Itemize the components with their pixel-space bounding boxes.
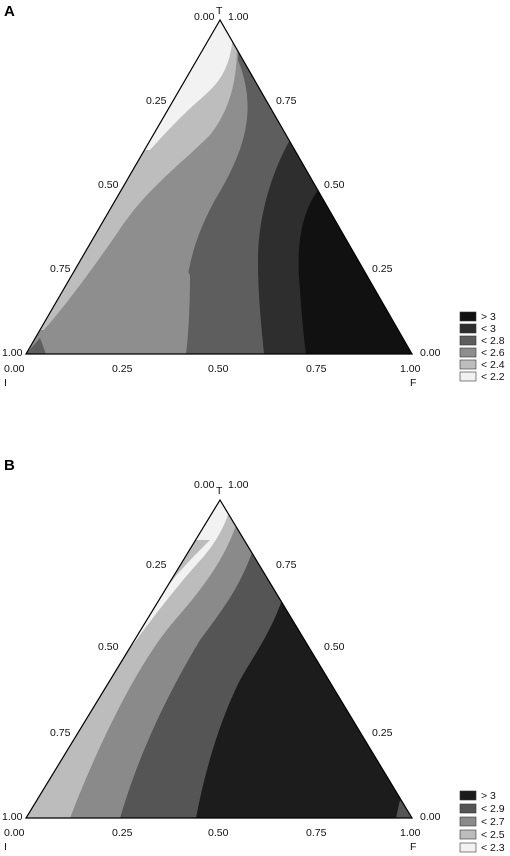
panel-b-legend-label-2: < 2.7: [481, 816, 505, 828]
panel-a-triangle: [24, 18, 414, 355]
panel-a-right-tick-4: 0.00: [420, 347, 441, 359]
panel-b-legend-swatch-4: [459, 842, 477, 853]
panel-b-legend-label-3: < 2.5: [481, 829, 505, 841]
panel-b-legend-swatch-0: [459, 790, 477, 801]
panel-a-legend-swatch-0: [459, 311, 477, 322]
panel-b: B T I F 0.00 0.25 0.50 0.75: [2, 457, 505, 854]
panel-a-right-tick-1: 0.75: [276, 95, 297, 107]
panel-b-bottom-tick-2: 0.50: [208, 827, 229, 839]
panel-b-right-tick-4: 0.00: [420, 811, 441, 823]
panel-b-left-tick-3: 0.75: [50, 727, 71, 739]
panel-b-vertex-top: T: [216, 485, 223, 497]
panel-b-left-tick-2: 0.50: [98, 641, 119, 653]
panel-b-label: B: [4, 457, 15, 474]
panel-a: A T I F 0.00 0.25 0.50 0.: [2, 3, 505, 389]
panel-a-legend-label-3: < 2.6: [481, 347, 505, 359]
panel-b-left-tick-1: 0.25: [146, 559, 167, 571]
panel-a-bottom-tick-1: 0.25: [112, 363, 133, 375]
panel-a-legend: > 3 < 3 < 2.8 < 2.6 < 2.4 < 2.2: [459, 311, 505, 383]
panel-a-legend-swatch-3: [459, 347, 477, 358]
panel-b-left-tick-0: 0.00: [194, 479, 215, 491]
panel-b-triangle: [24, 498, 414, 819]
panel-b-left-tick-4: 1.00: [2, 811, 23, 823]
panel-b-bottom-tick-4: 1.00: [400, 827, 421, 839]
panel-b-vertex-left: I: [4, 841, 7, 853]
panel-a-right-tick-3: 0.25: [372, 263, 393, 275]
panel-a-bottom-tick-3: 0.75: [306, 363, 327, 375]
panel-a-legend-swatch-4: [459, 359, 477, 370]
panel-b-contour-corner: [396, 800, 412, 818]
panel-b-legend-label-0: > 3: [481, 790, 496, 802]
panel-b-legend-label-4: < 2.3: [481, 842, 505, 854]
panel-b-legend-label-1: < 2.9: [481, 803, 505, 815]
panel-a-vertex-right: F: [410, 377, 416, 389]
panel-a-bottom-tick-2: 0.50: [208, 363, 229, 375]
panel-a-bottom-tick-4: 1.00: [400, 363, 421, 375]
panel-a-contour-lt-2-6-patch: [26, 245, 190, 354]
panel-b-bottom-tick-3: 0.75: [306, 827, 327, 839]
panel-a-legend-swatch-1: [459, 323, 477, 334]
panel-a-legend-label-1: < 3: [481, 323, 496, 335]
panel-b-legend: > 3 < 2.9 < 2.7 < 2.5 < 2.3: [459, 790, 505, 854]
panel-b-legend-swatch-2: [459, 816, 477, 827]
panel-a-label: A: [4, 3, 15, 20]
panel-b-legend-swatch-3: [459, 829, 477, 840]
panel-a-legend-label-4: < 2.4: [481, 359, 505, 371]
panel-a-left-tick-3: 0.75: [50, 263, 71, 275]
panel-b-contours: [26, 500, 412, 818]
panel-a-vertex-top: T: [216, 5, 223, 17]
panel-b-bottom-tick-1: 0.25: [112, 827, 133, 839]
panel-a-left-tick-1: 0.25: [146, 95, 167, 107]
panel-a-legend-label-5: < 2.2: [481, 371, 505, 383]
panel-b-right-tick-1: 0.75: [276, 559, 297, 571]
panel-a-right-tick-0: 1.00: [228, 11, 249, 23]
panel-a-left-tick-2: 0.50: [98, 179, 119, 191]
panel-a-left-tick-4: 1.00: [2, 347, 23, 359]
panel-b-right-tick-3: 0.25: [372, 727, 393, 739]
panel-a-contour-corner: [26, 338, 46, 354]
panel-a-legend-label-2: < 2.8: [481, 335, 505, 347]
panel-a-legend-swatch-5: [459, 371, 477, 382]
panel-a-legend-swatch-2: [459, 335, 477, 346]
panel-a-vertex-left: I: [4, 377, 7, 389]
panel-a-legend-label-0: > 3: [481, 311, 496, 323]
panel-b-legend-swatch-1: [459, 803, 477, 814]
panel-b-bottom-tick-0: 0.00: [4, 827, 25, 839]
panel-a-contours: [26, 20, 412, 354]
panel-a-left-tick-0: 0.00: [194, 11, 215, 23]
panel-b-vertex-right: F: [410, 841, 416, 853]
panel-a-bottom-tick-0: 0.00: [4, 363, 25, 375]
panel-b-right-tick-0: 1.00: [228, 479, 249, 491]
panel-a-right-tick-2: 0.50: [324, 179, 345, 191]
panel-b-right-tick-2: 0.50: [324, 641, 345, 653]
